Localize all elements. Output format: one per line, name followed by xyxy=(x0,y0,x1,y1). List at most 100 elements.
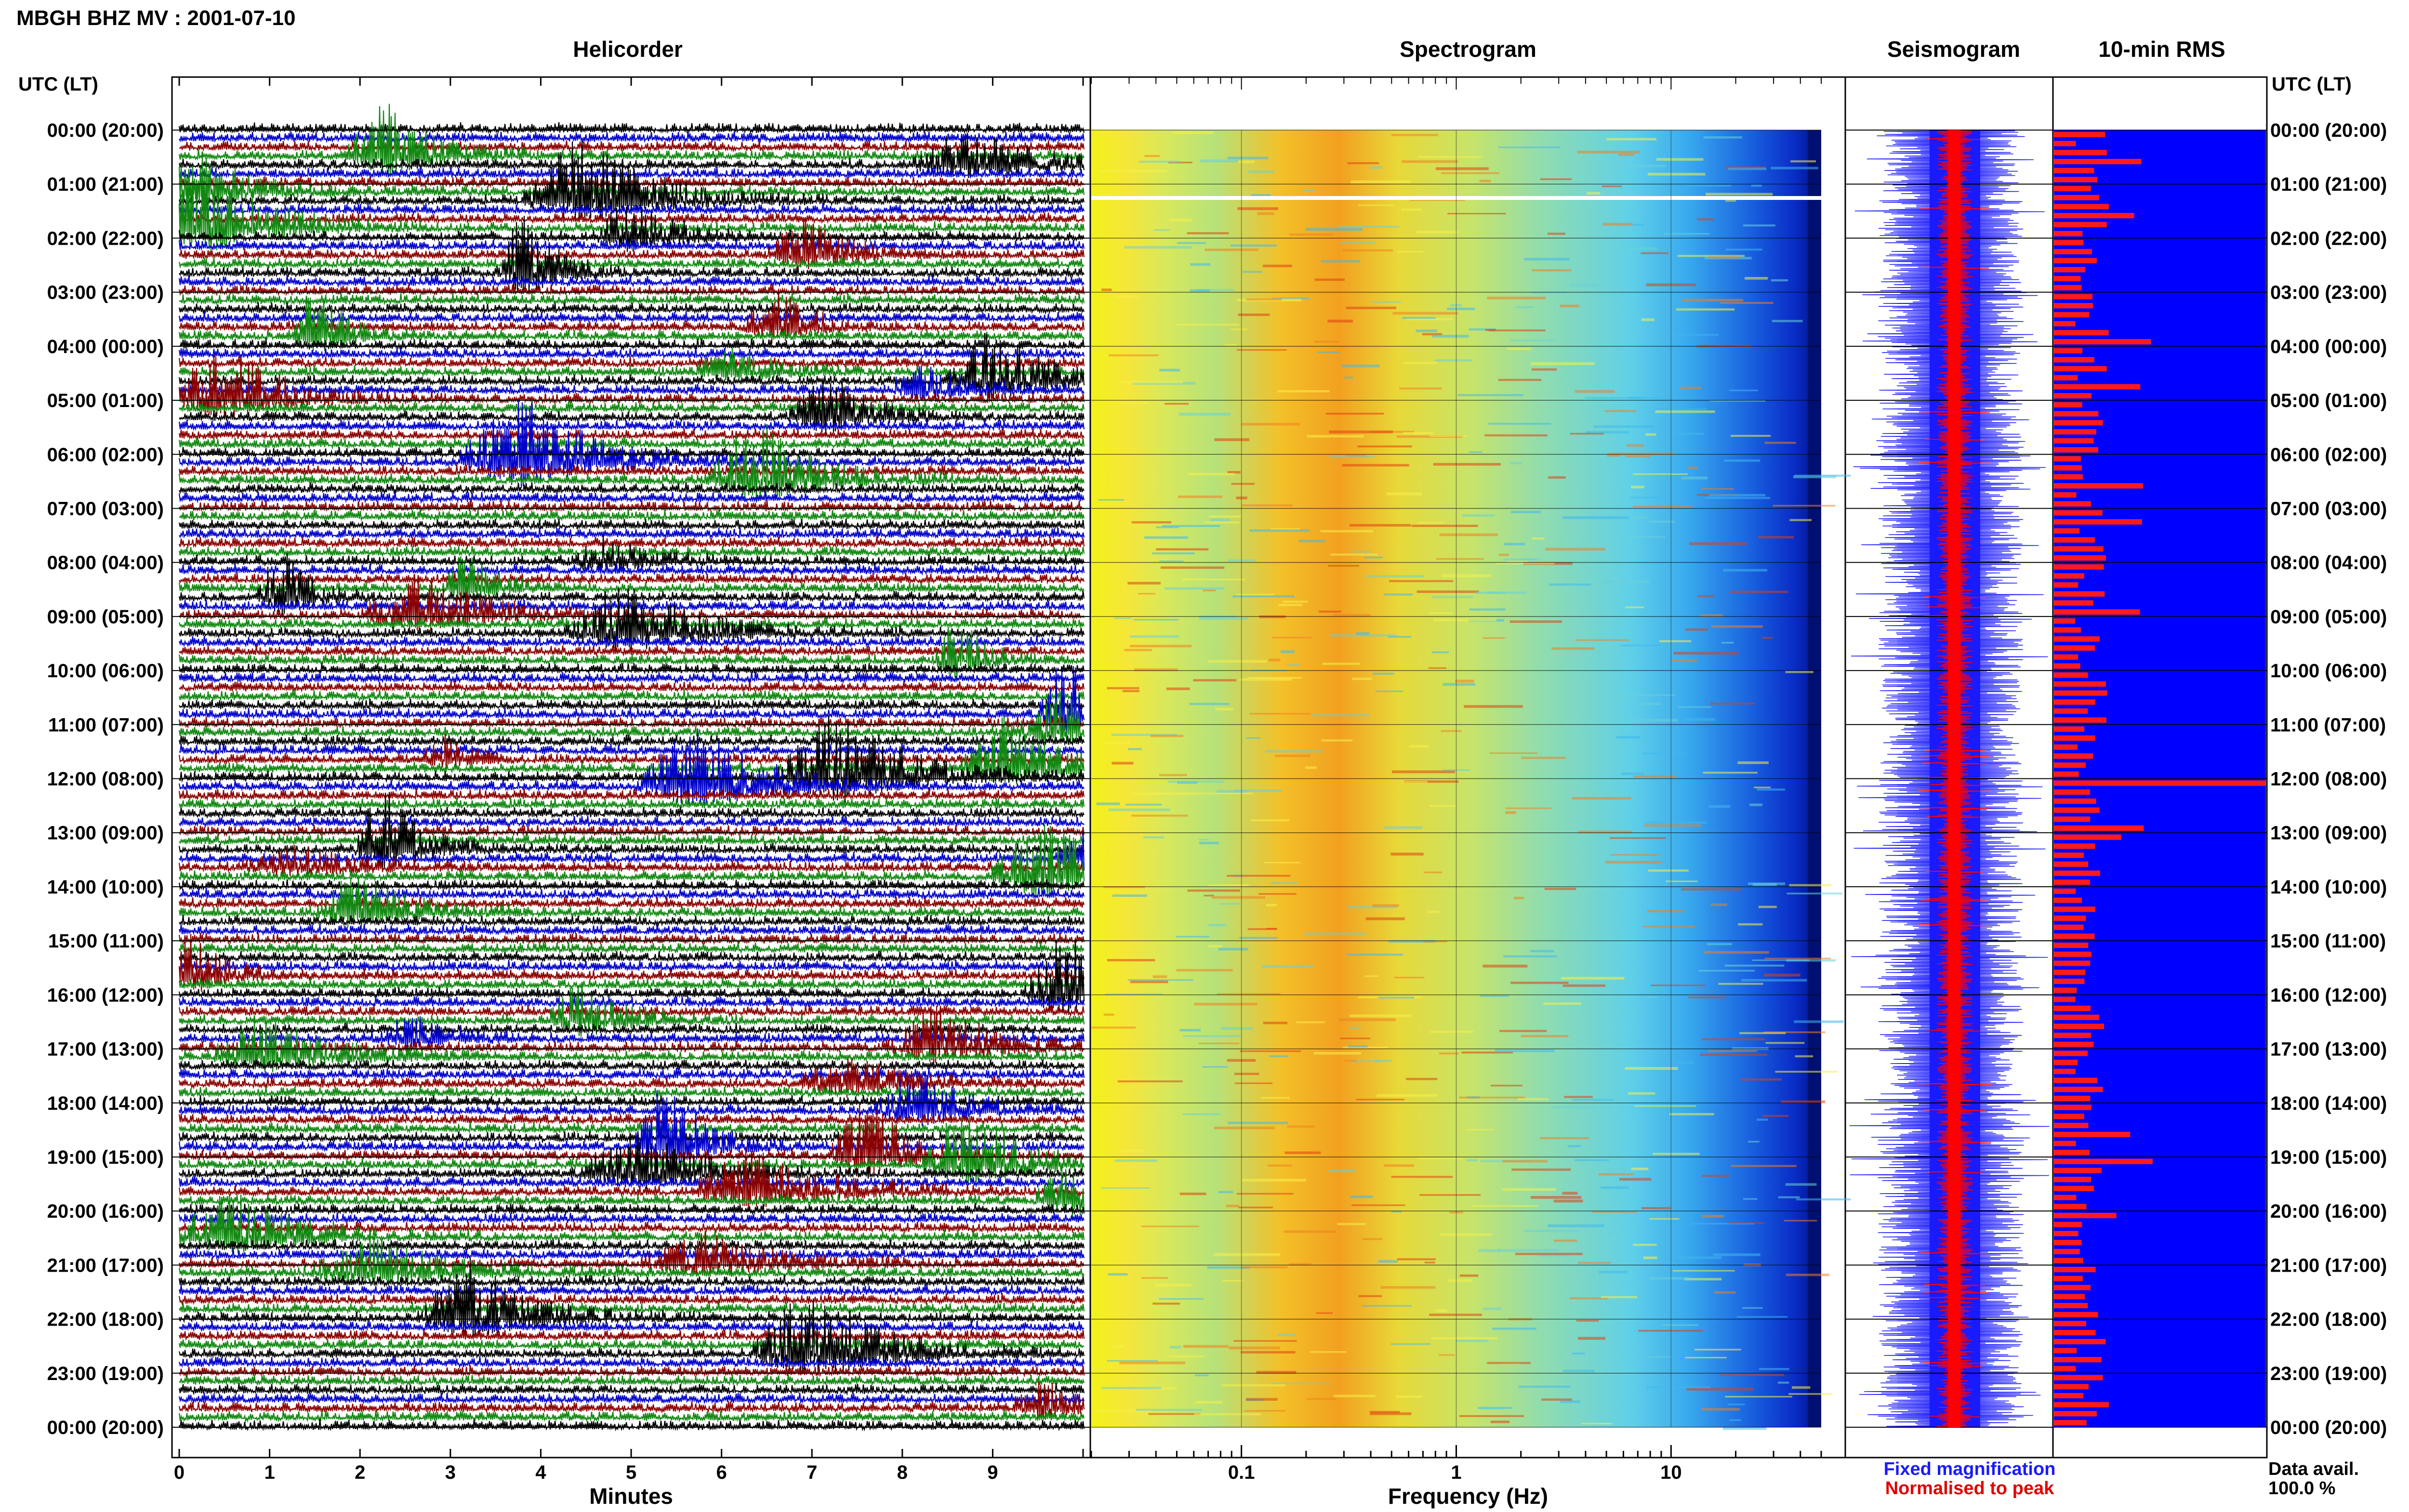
spectrogram-streak xyxy=(1626,455,1651,458)
spectrogram-streak xyxy=(1439,1354,1455,1356)
rms-bar xyxy=(2054,185,2091,192)
spectrogram-streak xyxy=(1772,320,1803,322)
spectrogram-streak xyxy=(1231,329,1247,330)
hour-label-right: 11:00 (07:00) xyxy=(2270,714,2386,736)
spectrogram-streak xyxy=(1724,459,1760,462)
helicorder-trace-line xyxy=(178,518,1085,531)
spectrogram-streak xyxy=(1698,970,1755,972)
rms-bar xyxy=(2054,240,2084,246)
spectrogram-streak xyxy=(1424,1262,1435,1263)
spectrogram-streak xyxy=(1416,590,1479,593)
spectrogram-streak xyxy=(1764,442,1796,444)
spectrogram-streak xyxy=(1350,180,1411,184)
spectrogram-streak xyxy=(1710,702,1755,705)
spectrogram-streak xyxy=(1475,592,1527,594)
spectrogram-streak xyxy=(1271,1382,1330,1384)
spectrogram-streak xyxy=(1243,271,1263,273)
helicorder-trace-line xyxy=(178,666,1085,738)
helicorder-x-tick-label: 6 xyxy=(716,1462,727,1483)
helicorder-trace-line xyxy=(178,1121,1085,1135)
spectrogram-streak xyxy=(1154,1284,1191,1287)
spectrogram-streak xyxy=(1729,389,1758,392)
helicorder-trace-line xyxy=(178,419,1085,432)
spectrogram-streak xyxy=(1105,993,1163,995)
helicorder-trace-line xyxy=(178,428,1085,441)
spectrogram-streak xyxy=(1765,1042,1805,1044)
spectrogram-streak xyxy=(1630,486,1644,488)
rms-bar xyxy=(2054,1078,2098,1083)
rms-bar xyxy=(2054,1087,2103,1092)
spectrogram-streak xyxy=(1194,1002,1257,1006)
spectrogram-streak xyxy=(1196,289,1234,291)
helicorder-trace-line xyxy=(178,1275,1085,1288)
spectrogram-streak xyxy=(1485,329,1496,331)
spectrogram-streak xyxy=(1325,412,1384,415)
spectrogram-streak xyxy=(1724,964,1785,967)
rms-bar xyxy=(2054,330,2109,336)
helicorder-trace-line xyxy=(178,1023,1085,1036)
spectrogram-streak xyxy=(1194,1413,1261,1416)
rms-bar xyxy=(2054,384,2141,390)
spectrogram-streak xyxy=(1177,242,1206,244)
spectrogram-streak xyxy=(1289,1263,1311,1265)
spectrogram-streak xyxy=(1751,184,1762,187)
rms-bar xyxy=(2054,1339,2106,1344)
spectrogram-streak xyxy=(1601,1296,1637,1299)
spectrogram-streak xyxy=(1457,394,1523,396)
spectrogram-streak xyxy=(1358,1295,1382,1297)
spectrogram-streak xyxy=(1796,1198,1851,1201)
spectrogram-streak xyxy=(1667,334,1719,336)
spectrogram-streak xyxy=(1235,593,1275,596)
spectrogram-streaks xyxy=(1091,131,1851,1430)
spectrogram-streak xyxy=(1645,433,1656,436)
spectrogram-streak xyxy=(1612,164,1667,168)
spectrogram-streak xyxy=(1499,1030,1547,1032)
spectrogram-streak xyxy=(1351,1060,1382,1063)
spectrogram-streak xyxy=(1169,1346,1181,1349)
spectrogram-streak xyxy=(1771,279,1788,282)
rms-bar xyxy=(2054,1302,2088,1309)
helicorder-trace-line xyxy=(179,960,1085,973)
spectrogram-streak xyxy=(1495,1049,1555,1052)
spectrogram-streak xyxy=(1310,1351,1347,1353)
spectrogram-streak xyxy=(1727,167,1767,171)
spectrogram-streak xyxy=(1130,980,1168,984)
rms-bar xyxy=(2054,997,2076,1002)
spectrogram-streak xyxy=(1673,652,1739,655)
spectrogram-streak xyxy=(1256,1370,1297,1374)
rms-bar xyxy=(2054,672,2088,678)
hour-label-left: 17:00 (13:00) xyxy=(47,1039,164,1060)
legend-normalised-to-peak: Normalised to peak xyxy=(1885,1478,2054,1499)
spectrogram-streak xyxy=(1625,536,1666,538)
spectrogram-streak xyxy=(1441,574,1491,578)
rms-bar xyxy=(2054,762,2086,768)
spectrogram-streak xyxy=(1165,587,1224,590)
spectrogram-streak xyxy=(1743,1198,1758,1200)
helicorder-trace-line xyxy=(178,1381,1085,1420)
spectrogram-streak xyxy=(1521,757,1566,759)
rms-bar xyxy=(2054,375,2078,381)
spectrogram-streak xyxy=(1669,1113,1714,1116)
spectrogram-streak xyxy=(1790,160,1816,163)
spectrogram-streak xyxy=(1563,1369,1595,1372)
spectrogram-streak xyxy=(1108,808,1170,812)
rms-bar xyxy=(2054,1195,2077,1200)
hour-label-right: 15:00 (11:00) xyxy=(2270,931,2386,952)
rms-bar xyxy=(2054,843,2095,849)
spectrogram-streak xyxy=(1344,1060,1357,1062)
spectrogram-streak xyxy=(1524,258,1570,261)
rms-bar xyxy=(2054,771,2079,777)
helicorder-trace-line xyxy=(178,1067,1085,1080)
spectrogram-streak xyxy=(1348,1045,1368,1048)
rms-bar xyxy=(2054,1393,2084,1399)
spectrogram-streak xyxy=(1429,612,1453,614)
spectrogram-streak xyxy=(1208,660,1267,663)
spectrogram-streak xyxy=(1739,1032,1786,1034)
rms-bar xyxy=(2054,582,2078,588)
spectrogram-streak xyxy=(1144,536,1188,539)
spectrogram-streak xyxy=(1625,1067,1678,1070)
helicorder-trace-line xyxy=(178,239,1085,252)
rms-bar xyxy=(2054,546,2104,552)
helicorder-trace-line xyxy=(178,1338,1085,1351)
spectrogram-streak xyxy=(1789,884,1831,887)
